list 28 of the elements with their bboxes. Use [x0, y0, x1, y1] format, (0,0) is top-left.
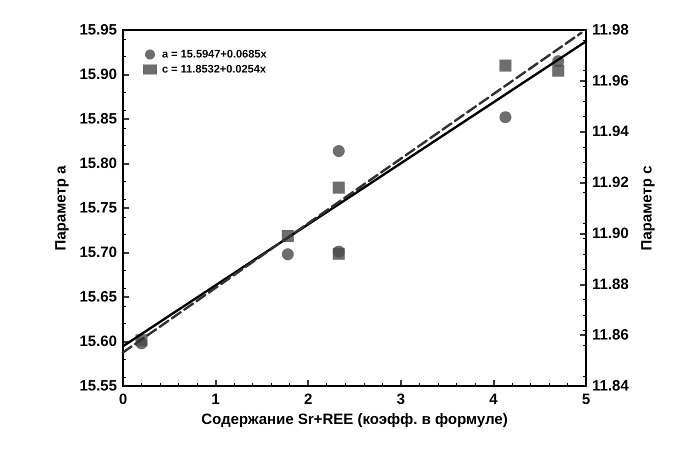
x-tick-label: 5	[582, 391, 590, 408]
y-tick-label: 15.80	[79, 155, 117, 172]
legend-label: c = 11.8532+0.0254x	[162, 64, 267, 76]
y2-tick-label: 11.84	[592, 378, 630, 394]
y-tick-label: 15.65	[79, 288, 117, 306]
y2-tick-label: 11.98	[592, 22, 629, 38]
y2-axis-title: Параметр c	[638, 166, 656, 250]
y-tick-label: 15.90	[79, 66, 117, 83]
y2-tick-label: 11.88	[592, 276, 629, 293]
x-tick-label: 2	[304, 391, 312, 408]
y-tick-label: 15.55	[79, 378, 117, 394]
y-tick-label: 15.85	[79, 110, 117, 128]
y-axis-title: Параметр a	[52, 164, 70, 250]
y2-tick-label: 11.86	[592, 326, 629, 344]
legend-label: a = 15.5947+0.0685x	[162, 48, 268, 60]
y-tick-label: 15.75	[79, 200, 117, 216]
y-tick-label: 15.95	[79, 22, 117, 38]
y-tick-label: 15.60	[79, 333, 117, 350]
x-tick-label: 0	[118, 391, 128, 408]
y2-tick-label: 11.96	[592, 72, 629, 90]
y2-tick-label: 11.94	[592, 123, 630, 140]
y2-tick-label: 11.90	[592, 224, 629, 242]
x-axis-title: Содержание Sr+REE (коэфф. в формуле)	[201, 410, 508, 428]
x-tick-label: 1	[211, 391, 220, 408]
y-tick-label: 15.70	[79, 244, 117, 261]
y2-tick-label: 11.92	[592, 174, 629, 192]
x-tick-label: 4	[489, 391, 498, 408]
x-tick-label: 3	[396, 391, 405, 408]
